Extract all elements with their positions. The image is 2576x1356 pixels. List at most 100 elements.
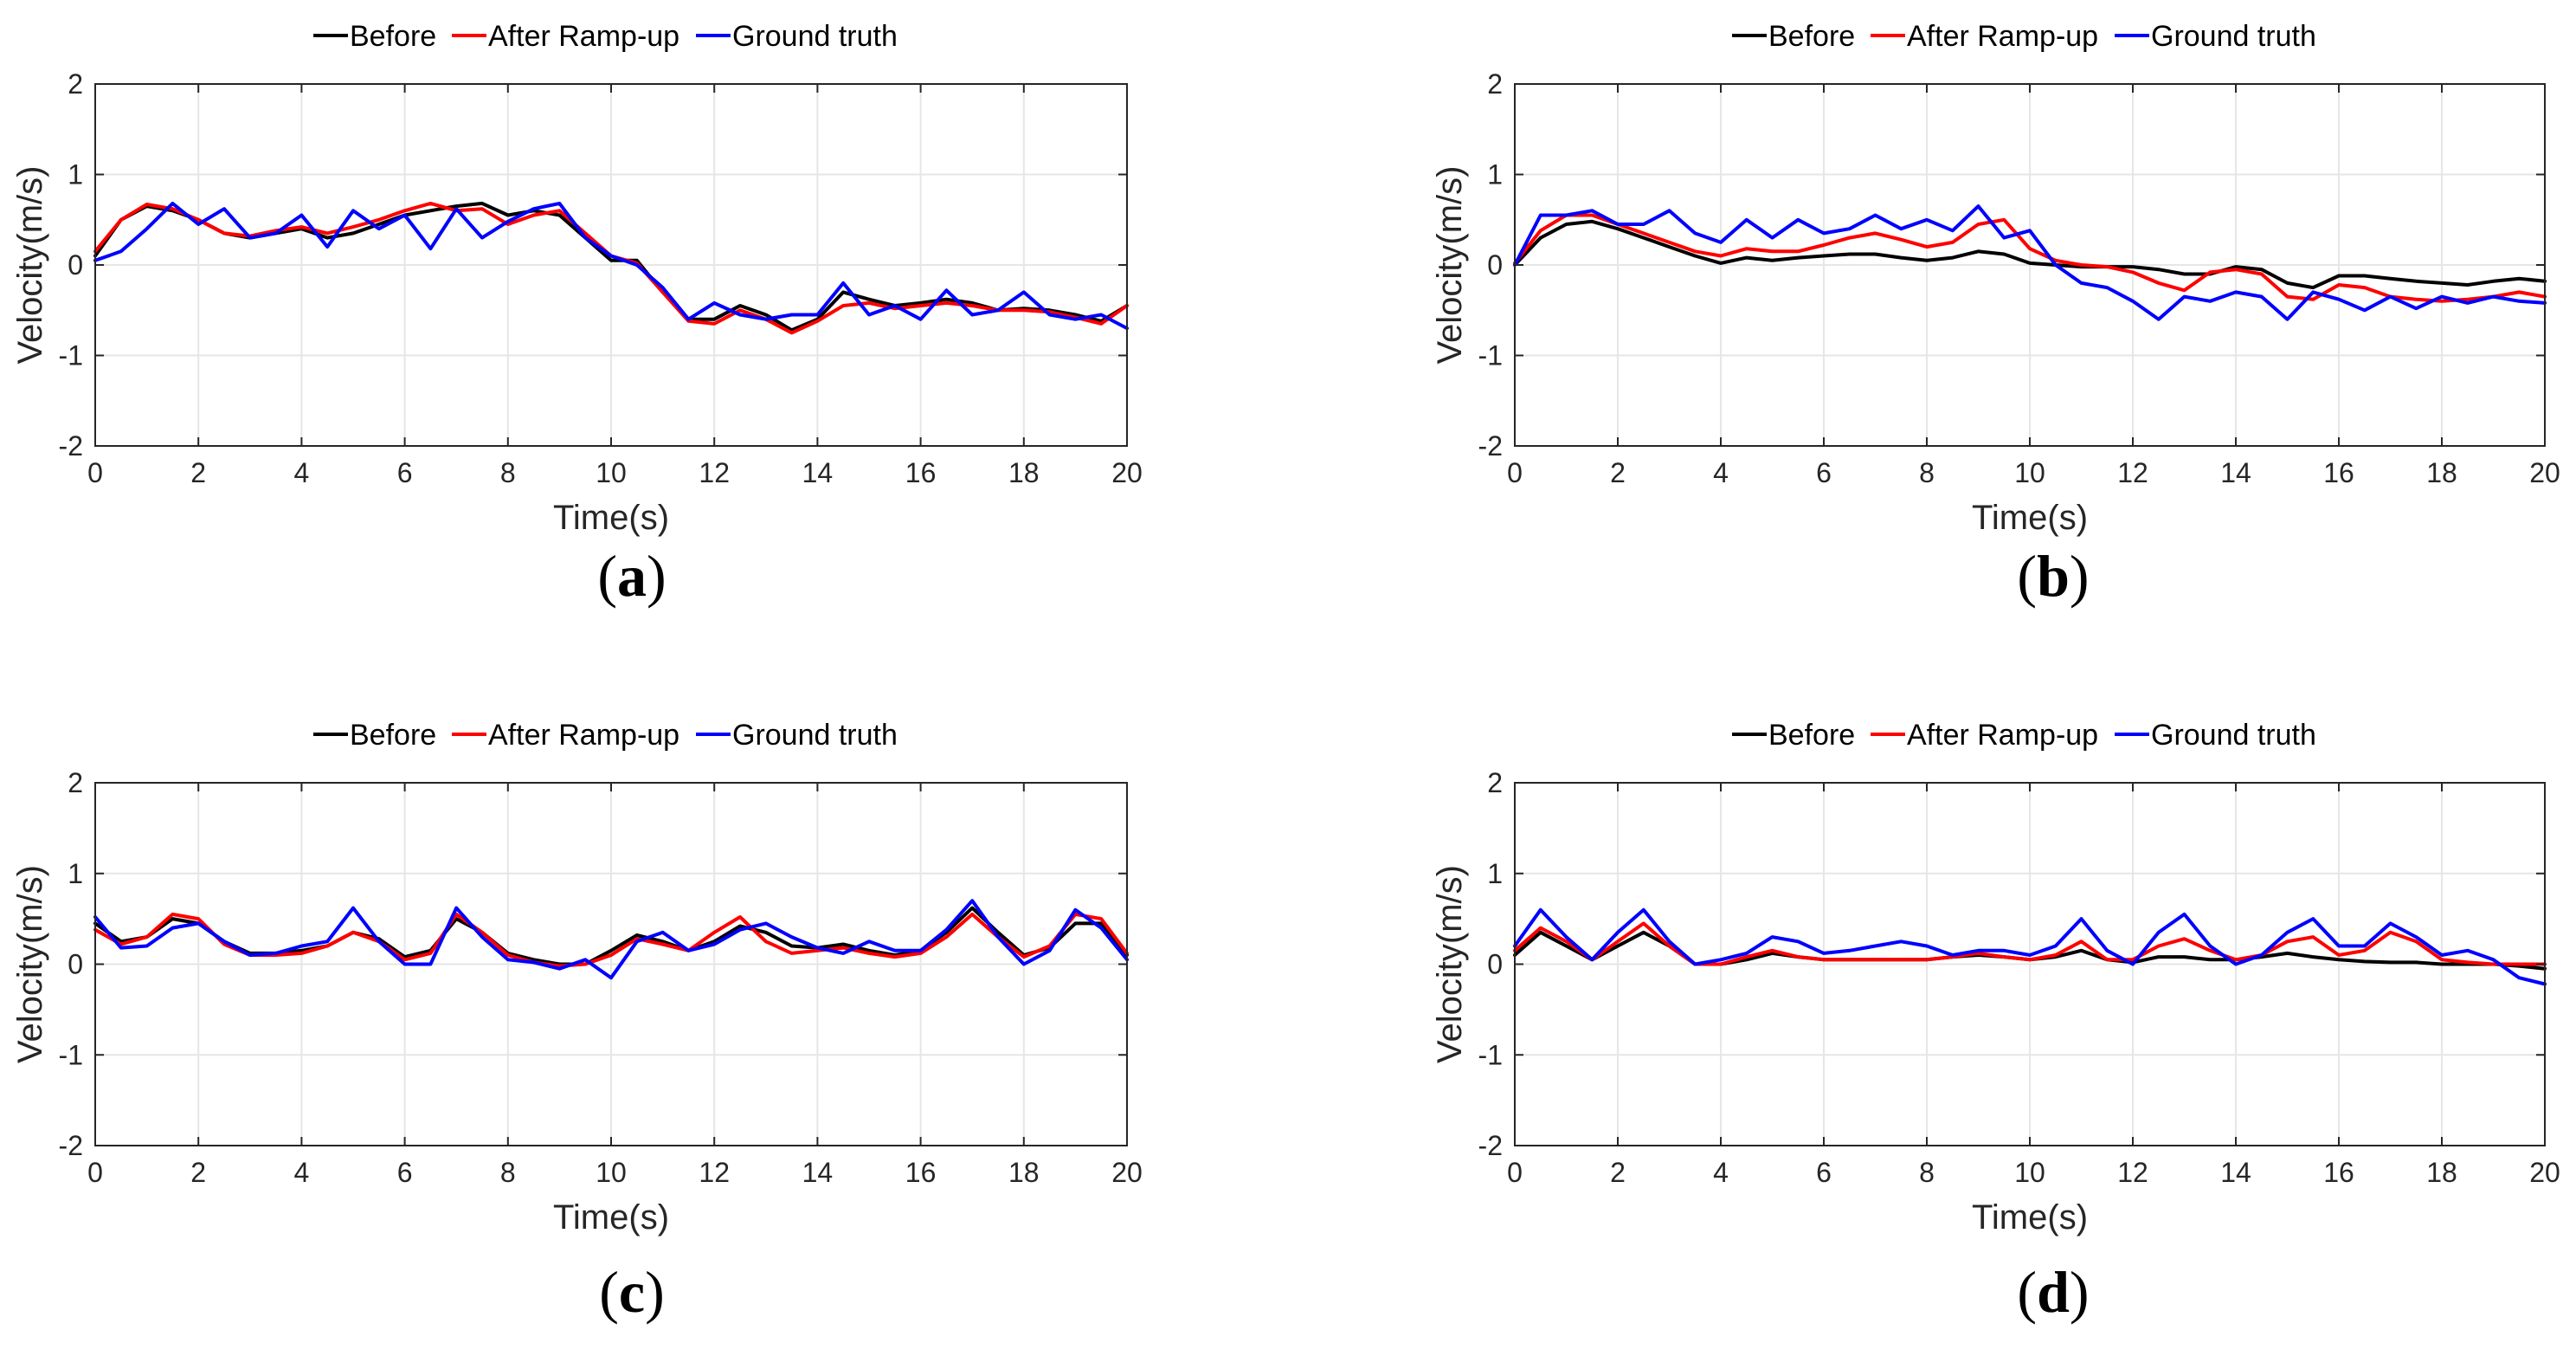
series-line-ground-truth [1513, 204, 2547, 321]
y-axis-label: Velocity(m/s) [11, 166, 49, 365]
x-tick-label: 0 [87, 457, 103, 488]
y-tick-label: 0 [68, 949, 83, 980]
y-tick-label: 0 [1487, 249, 1503, 281]
y-tick-label: -2 [1478, 430, 1503, 462]
x-tick-label: 0 [1507, 457, 1523, 488]
y-tick-label: -2 [59, 1130, 83, 1161]
legend: Before After Ramp-up Ground truth [313, 719, 898, 752]
panel-a: 0 2 4 6 8 10 12 14 16 18 20-2-1012Time(s)Velocity(… [11, 20, 1143, 609]
x-tick-label: 10 [596, 1157, 627, 1188]
panel-caption: (a) [597, 543, 666, 609]
x-tick-label: 0 [87, 1157, 103, 1188]
x-tick-label: 4 [294, 457, 310, 488]
legend: Before After Ramp-up Ground truth [313, 20, 898, 53]
x-tick-label: 12 [2117, 457, 2148, 488]
legend-label: After Ramp-up [488, 719, 679, 752]
legend: Before After Ramp-up Ground truth [1732, 20, 2316, 53]
x-tick-label: 20 [2529, 457, 2560, 488]
x-tick-label: 16 [905, 457, 937, 488]
y-tick-label: 2 [68, 68, 83, 100]
y-tick-label: 1 [68, 159, 83, 190]
legend-label: Ground truth [2151, 20, 2316, 53]
x-tick-label: 6 [397, 457, 413, 488]
y-tick-label: 2 [1487, 68, 1503, 100]
x-tick-label: 20 [1111, 457, 1143, 488]
y-tick-label: 1 [68, 858, 83, 889]
legend-label: Ground truth [732, 20, 898, 53]
legend-label: Before [350, 719, 436, 752]
x-tick-label: 16 [2323, 1157, 2354, 1188]
x-tick-label: 18 [1008, 457, 1040, 488]
x-tick-label: 6 [1816, 457, 1832, 488]
x-tick-label: 14 [2220, 457, 2251, 488]
x-tick-label: 8 [1919, 457, 1935, 488]
y-axis-label: Velocity(m/s) [11, 865, 49, 1063]
panel-b: 0 2 4 6 8 10 12 14 16 18 20-2-1012Time(s)Velocity(… [1431, 20, 2560, 609]
x-tick-label: 10 [2014, 457, 2045, 488]
panel-caption: (c) [599, 1259, 665, 1325]
y-tick-label: 2 [68, 767, 83, 798]
series-line-ground-truth [93, 899, 1129, 980]
panel-c: 0 2 4 6 8 10 12 14 16 18 20-2-1012Time(s)Velocity(… [11, 719, 1143, 1325]
x-tick-label: 18 [2426, 1157, 2457, 1188]
x-tick-label: 12 [699, 1157, 730, 1188]
x-tick-label: 10 [2014, 1157, 2045, 1188]
y-tick-label: -1 [59, 1039, 83, 1070]
legend-label: After Ramp-up [488, 20, 679, 53]
x-tick-label: 4 [1713, 1157, 1729, 1188]
y-tick-label: -1 [1478, 340, 1503, 371]
legend-label: Before [1768, 719, 1855, 752]
y-tick-label: -1 [1478, 1039, 1503, 1070]
legend-label: Before [1768, 20, 1855, 53]
x-axis-label: Time(s) [1972, 499, 2088, 537]
legend: Before After Ramp-up Ground truth [1732, 719, 2316, 752]
legend-label: Before [350, 20, 436, 53]
x-tick-label: 12 [699, 457, 730, 488]
x-tick-label: 14 [802, 457, 834, 488]
x-tick-label: 20 [1111, 1157, 1143, 1188]
x-axis-label: Time(s) [553, 1198, 669, 1237]
x-tick-label: 6 [1816, 1157, 1832, 1188]
y-axis-label: Velocity(m/s) [1431, 865, 1469, 1063]
x-tick-label: 10 [596, 457, 627, 488]
y-tick-label: 0 [68, 249, 83, 281]
series-line-ground-truth [93, 201, 1129, 331]
x-tick-label: 8 [500, 457, 516, 488]
series-line-ground-truth [1513, 907, 2547, 986]
x-tick-label: 0 [1507, 1157, 1523, 1188]
x-tick-label: 20 [2529, 1157, 2560, 1188]
legend-label: Ground truth [2151, 719, 2316, 752]
x-axis-label: Time(s) [553, 499, 669, 537]
y-tick-label: 0 [1487, 949, 1503, 980]
x-tick-label: 14 [2220, 1157, 2251, 1188]
x-tick-label: 2 [1610, 1157, 1626, 1188]
panel-caption: (b) [2017, 543, 2089, 609]
series-line-before [1513, 219, 2547, 290]
x-tick-label: 2 [190, 1157, 206, 1188]
x-tick-label: 2 [1610, 457, 1626, 488]
x-tick-label: 18 [1008, 1157, 1040, 1188]
x-axis-label: Time(s) [1972, 1198, 2088, 1237]
y-tick-label: 1 [1487, 159, 1503, 190]
legend-label: After Ramp-up [1907, 719, 2098, 752]
x-tick-label: 6 [397, 1157, 413, 1188]
x-tick-label: 8 [1919, 1157, 1935, 1188]
y-tick-label: -1 [59, 340, 83, 371]
x-tick-label: 4 [294, 1157, 310, 1188]
x-tick-label: 14 [802, 1157, 834, 1188]
y-axis-label: Velocity(m/s) [1431, 166, 1469, 365]
y-tick-label: -2 [1478, 1130, 1503, 1161]
y-tick-label: -2 [59, 430, 83, 462]
x-tick-label: 8 [500, 1157, 516, 1188]
x-tick-label: 16 [2323, 457, 2354, 488]
x-tick-label: 12 [2117, 1157, 2148, 1188]
y-tick-label: 1 [1487, 858, 1503, 889]
legend-label: After Ramp-up [1907, 20, 2098, 53]
y-tick-label: 2 [1487, 767, 1503, 798]
panel-d: 0 2 4 6 8 10 12 14 16 18 20-2-1012Time(s)Velocity(… [1431, 719, 2560, 1325]
x-tick-label: 16 [905, 1157, 937, 1188]
x-tick-label: 18 [2426, 457, 2457, 488]
x-tick-label: 2 [190, 457, 206, 488]
x-tick-label: 4 [1713, 457, 1729, 488]
